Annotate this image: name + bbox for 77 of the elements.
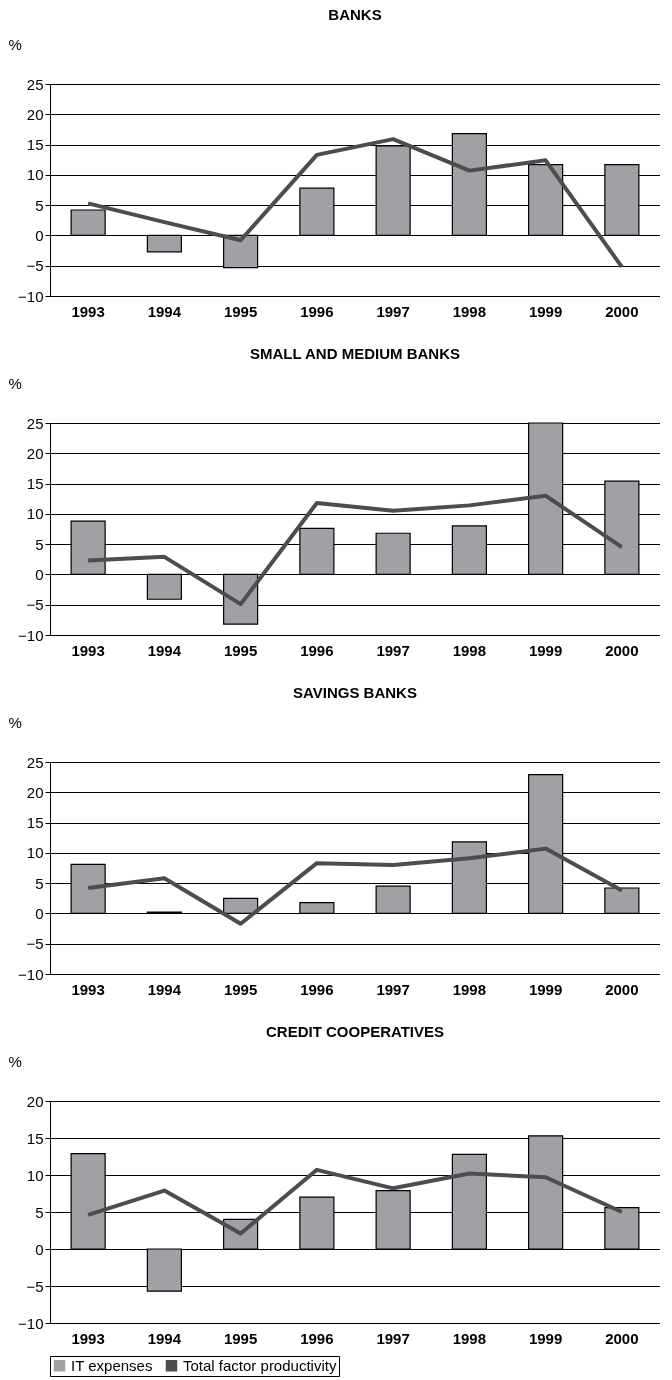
y-tick-label: 10 — [26, 166, 44, 184]
y-tick-label: 0 — [35, 904, 44, 922]
x-tick-label: 1993 — [71, 302, 105, 320]
x-tick-label: 1997 — [376, 641, 410, 659]
x-tick-label: 2000 — [605, 641, 639, 659]
y-tick-label: −5 — [26, 257, 44, 275]
line-series — [86, 846, 624, 926]
x-tick-label: 1999 — [528, 641, 563, 659]
chart-title: SMALL AND MEDIUM BANKS — [250, 345, 460, 362]
y-tick-label: 15 — [26, 814, 44, 832]
y-tick-label: −10 — [18, 965, 44, 983]
y-tick-label: 10 — [26, 844, 44, 862]
x-tick-label: 1995 — [223, 980, 258, 998]
y-tick-label: 5 — [35, 1203, 44, 1221]
x-tick-label: 1994 — [147, 980, 182, 998]
y-tick-label: 20 — [26, 444, 44, 462]
x-tick-label: 1996 — [300, 1329, 334, 1347]
line-series — [86, 1167, 624, 1236]
y-axis-title: % — [8, 374, 22, 392]
y-tick-label: 0 — [35, 565, 44, 583]
x-tick-label: 1997 — [376, 980, 410, 998]
y-tick-label: −5 — [26, 1277, 44, 1295]
y-tick-label: 20 — [26, 1092, 44, 1110]
y-axis-title: % — [8, 1052, 22, 1070]
y-tick-label: −10 — [18, 1314, 44, 1332]
x-tick-label: 1998 — [452, 302, 487, 320]
legend-label: Total factor productivity — [183, 1356, 337, 1374]
y-tick-label: 15 — [26, 136, 44, 154]
y-tick-label: −10 — [18, 287, 44, 305]
x-tick-label: 1994 — [147, 641, 182, 659]
x-tick-label: 1993 — [71, 641, 105, 659]
y-tick-label: 25 — [26, 75, 44, 93]
y-tick-label: 25 — [26, 753, 44, 771]
legend-label: IT expenses — [71, 1356, 153, 1374]
x-tick-label: 1998 — [452, 1329, 487, 1347]
y-tick-label: 25 — [26, 414, 44, 432]
chart-title: BANKS — [328, 6, 382, 23]
y-tick-label: −5 — [26, 596, 44, 614]
y-tick-label: 10 — [26, 1166, 44, 1184]
x-tick-label: 2000 — [605, 1329, 639, 1347]
x-tick-label: 1994 — [147, 1329, 182, 1347]
x-tick-label: 2000 — [605, 980, 639, 998]
x-tick-label: 1995 — [223, 641, 258, 659]
x-tick-label: 1996 — [300, 980, 334, 998]
line-series — [86, 493, 624, 607]
x-tick-label: 1996 — [300, 302, 334, 320]
y-tick-label: 20 — [26, 783, 44, 801]
y-tick-label: 0 — [35, 1240, 44, 1258]
x-tick-label: 1998 — [452, 980, 487, 998]
y-tick-label: −5 — [26, 935, 44, 953]
x-tick-label: 2000 — [605, 302, 639, 320]
x-tick-label: 1995 — [223, 302, 258, 320]
chart-title: CREDIT COOPERATIVES — [265, 1023, 445, 1040]
y-axis-title: % — [8, 713, 22, 731]
x-tick-label: 1994 — [147, 302, 182, 320]
x-tick-label: 1998 — [452, 641, 487, 659]
x-tick-label: 1993 — [71, 980, 105, 998]
y-tick-label: 5 — [35, 196, 44, 214]
x-tick-label: 1999 — [528, 302, 563, 320]
y-tick-label: 10 — [26, 505, 44, 523]
x-tick-label: 1999 — [528, 1329, 563, 1347]
y-tick-label: 20 — [26, 105, 44, 123]
x-tick-label: 1993 — [71, 1329, 105, 1347]
x-tick-label: 1997 — [376, 1329, 410, 1347]
x-tick-label: 1997 — [376, 302, 410, 320]
y-tick-label: 15 — [26, 1129, 44, 1147]
x-tick-label: 1999 — [528, 980, 563, 998]
chart-title: SAVINGS BANKS — [293, 684, 417, 701]
y-tick-label: 0 — [35, 226, 44, 244]
y-axis-title: % — [8, 35, 22, 53]
x-tick-label: 1996 — [300, 641, 334, 659]
y-tick-label: 5 — [35, 874, 44, 892]
x-tick-label: 1995 — [223, 1329, 258, 1347]
y-tick-label: −10 — [18, 626, 44, 644]
line-series — [86, 137, 624, 269]
y-tick-label: 15 — [26, 475, 44, 493]
y-tick-label: 5 — [35, 535, 44, 553]
